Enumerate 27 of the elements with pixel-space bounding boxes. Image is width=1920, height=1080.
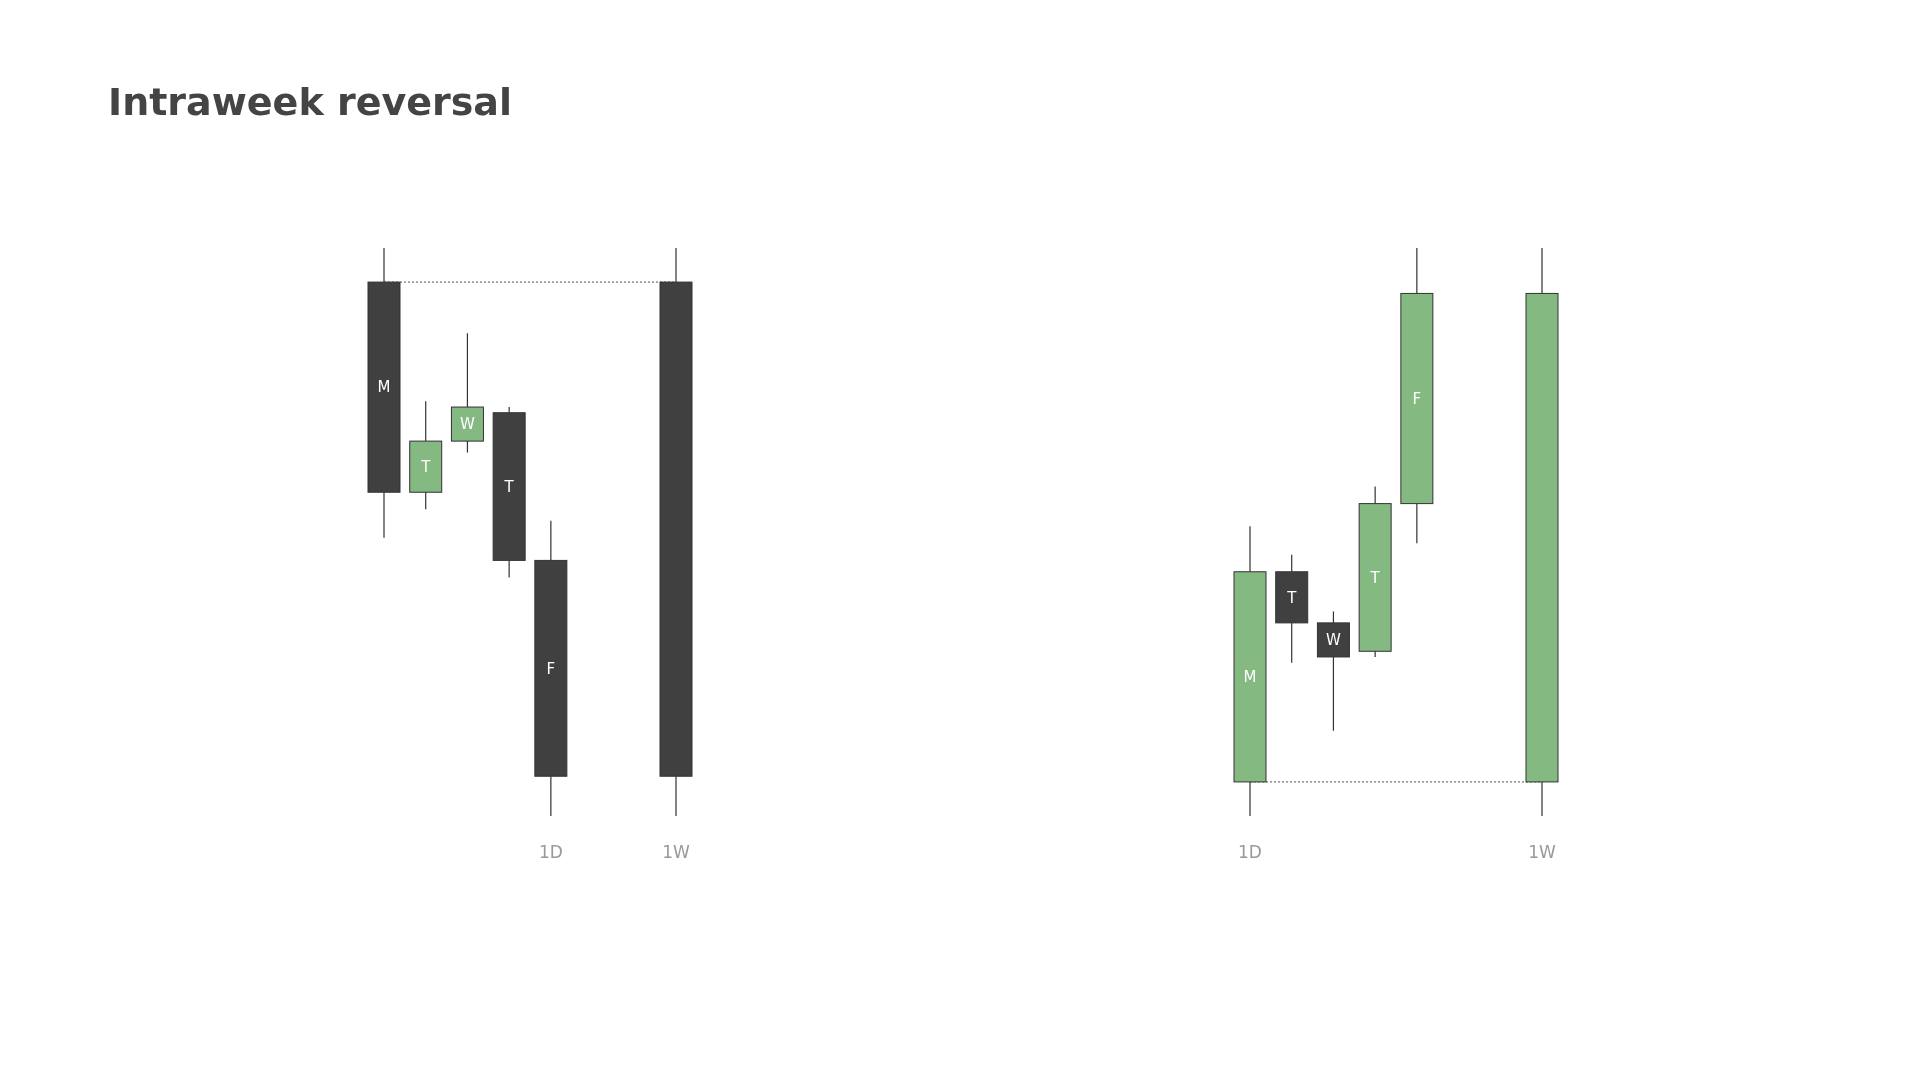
text: W: [460, 415, 475, 434]
candlestick: [492, 406, 526, 579]
candlestick: [1275, 554, 1309, 664]
candlestick: [1525, 247, 1559, 817]
x-tick-label: 1D: [1238, 842, 1262, 862]
candlestick: [659, 247, 693, 817]
text: T: [504, 477, 514, 496]
x-tick-label: 1D: [538, 842, 563, 862]
text: T: [421, 457, 431, 476]
x-tick-label: 1W: [662, 842, 690, 862]
candlestick: [1400, 247, 1434, 544]
candlestick: [450, 332, 484, 454]
candlestick: [534, 520, 568, 817]
text: T: [1287, 588, 1297, 607]
text: M: [1243, 668, 1257, 687]
candlestick: [1316, 610, 1350, 732]
candlestick: [1233, 525, 1267, 817]
chart-title: Intraweek reversal: [108, 80, 512, 124]
text: T: [1370, 568, 1380, 587]
text: F: [546, 659, 556, 678]
candlestick: [367, 247, 401, 539]
text: W: [1326, 631, 1341, 650]
text: F: [1412, 389, 1422, 408]
x-tick-label: 1W: [1528, 842, 1556, 862]
candlestick: [1358, 485, 1392, 658]
candlestick: [409, 400, 443, 510]
text: M: [377, 378, 391, 397]
